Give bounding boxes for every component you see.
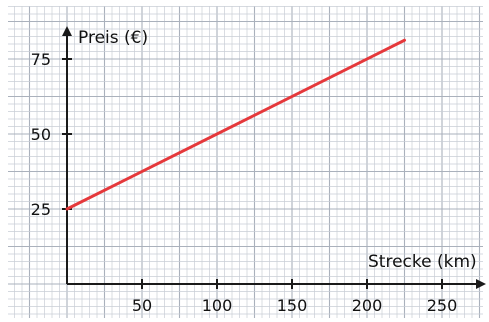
x-tick-label: 150 <box>277 296 308 315</box>
x-tick-label: 50 <box>132 296 152 315</box>
y-axis-label: Preis (€) <box>78 28 148 48</box>
x-tick-label: 250 <box>427 296 458 315</box>
series-group <box>65 38 406 211</box>
axes <box>62 26 486 289</box>
y-tick-label: 25 <box>31 200 51 219</box>
y-axis-arrow <box>62 26 72 36</box>
x-axis-label: Strecke (km) <box>368 252 477 272</box>
y-tick-label: 50 <box>31 125 51 144</box>
series-line <box>65 38 406 211</box>
grid <box>8 6 483 318</box>
x-tick-label: 100 <box>202 296 233 315</box>
x-tick-label: 200 <box>352 296 383 315</box>
x-axis-arrow <box>476 279 486 289</box>
y-tick-label: 75 <box>31 50 51 69</box>
